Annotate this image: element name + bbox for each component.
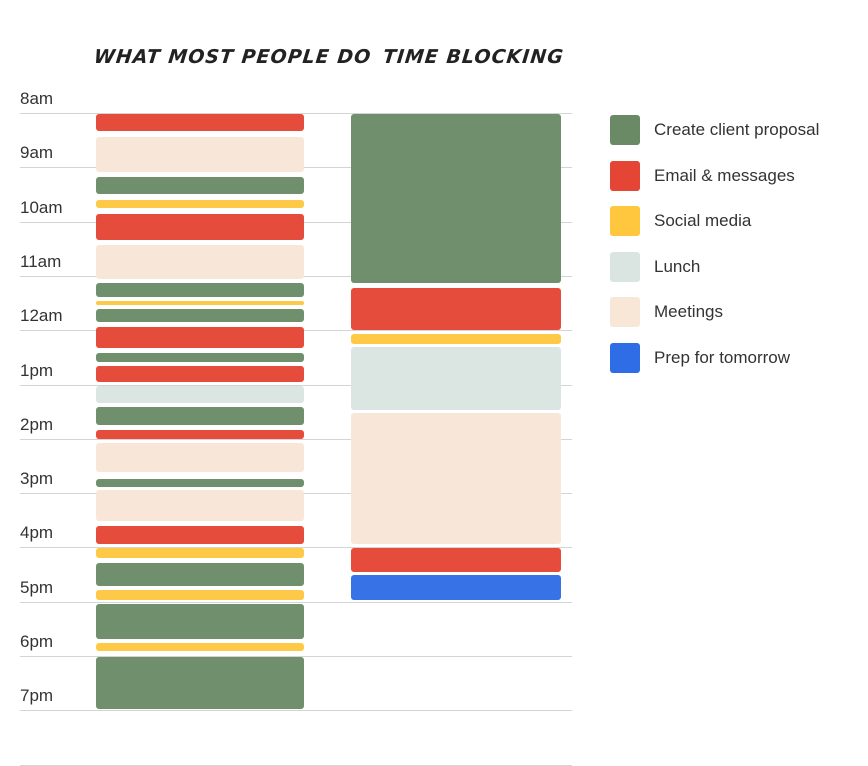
hour-line [20, 656, 572, 657]
hour-label: 6pm [20, 632, 54, 651]
hour-label: 7pm [20, 686, 54, 706]
legend-swatch [610, 342, 640, 373]
hour-line [20, 547, 572, 549]
hour-line [20, 113, 572, 114]
block-proposal [96, 407, 304, 426]
legend-item-proposal: Create client proposal [610, 115, 819, 145]
block-meetings [351, 412, 561, 544]
legend-swatch [610, 297, 640, 327]
block-social [96, 301, 304, 306]
legend-item-email: Email & messages [610, 160, 795, 191]
legend-swatch [610, 115, 640, 145]
block-email [96, 365, 304, 382]
hour-label: 12am [20, 306, 63, 326]
hour-label: 3pm [20, 469, 54, 489]
hour-line [20, 764, 572, 766]
block-email [96, 525, 304, 544]
block-proposal [96, 177, 304, 195]
legend-item-prep: Prep for tomorrow [610, 342, 791, 373]
legend-label: Email & messages [654, 165, 795, 185]
block-email [96, 114, 304, 132]
block-email [351, 287, 561, 331]
block-proposal [96, 562, 304, 587]
block-prep [351, 574, 561, 600]
block-proposal [96, 283, 304, 297]
block-meetings [96, 136, 304, 172]
block-proposal [96, 657, 304, 710]
block-proposal [96, 478, 304, 487]
legend-swatch [610, 160, 640, 191]
legend-swatch [610, 206, 640, 236]
legend-item-lunch: Lunch [610, 251, 701, 282]
column-title-most-people: WHAT MOST PEOPLE DO [92, 46, 373, 68]
block-email [96, 429, 304, 439]
hour-label: 8am [20, 89, 54, 108]
hour-line [20, 438, 572, 440]
legend-item-meetings: Meetings [610, 297, 723, 327]
block-email [351, 548, 561, 572]
block-proposal [96, 352, 304, 362]
column-title-time-blocking: TIME BLOCKING [381, 46, 565, 68]
block-social [96, 590, 304, 600]
hour-line [20, 601, 572, 603]
hour-line [20, 710, 572, 712]
hour-label: 4pm [20, 523, 54, 543]
block-meetings [96, 442, 304, 473]
block-proposal [351, 114, 561, 284]
block-email [96, 213, 304, 240]
hour-line [20, 384, 572, 386]
legend-label: Meetings [654, 302, 723, 321]
block-proposal [96, 603, 304, 639]
block-lunch [351, 346, 561, 410]
hour-label: 9am [20, 143, 54, 163]
legend-label: Social media [654, 211, 752, 230]
block-lunch [96, 385, 304, 403]
block-social [96, 643, 304, 652]
hour-label: 11am [20, 251, 62, 271]
block-proposal [96, 309, 304, 323]
block-meetings [96, 490, 304, 522]
legend-label: Prep for tomorrow [654, 347, 791, 367]
legend-label: Create client proposal [654, 120, 820, 139]
block-email [96, 326, 304, 349]
block-meetings [96, 245, 304, 279]
legend-item-social: Social media [610, 206, 751, 236]
legend-swatch [610, 251, 640, 282]
hour-label: 5pm [20, 577, 54, 597]
block-social [351, 333, 561, 344]
hour-label: 10am [20, 197, 63, 217]
hour-label: 2pm [20, 414, 54, 434]
block-social [96, 548, 304, 559]
block-social [96, 199, 304, 209]
hour-label: 1pm [20, 360, 54, 380]
legend-label: Lunch [654, 256, 701, 276]
